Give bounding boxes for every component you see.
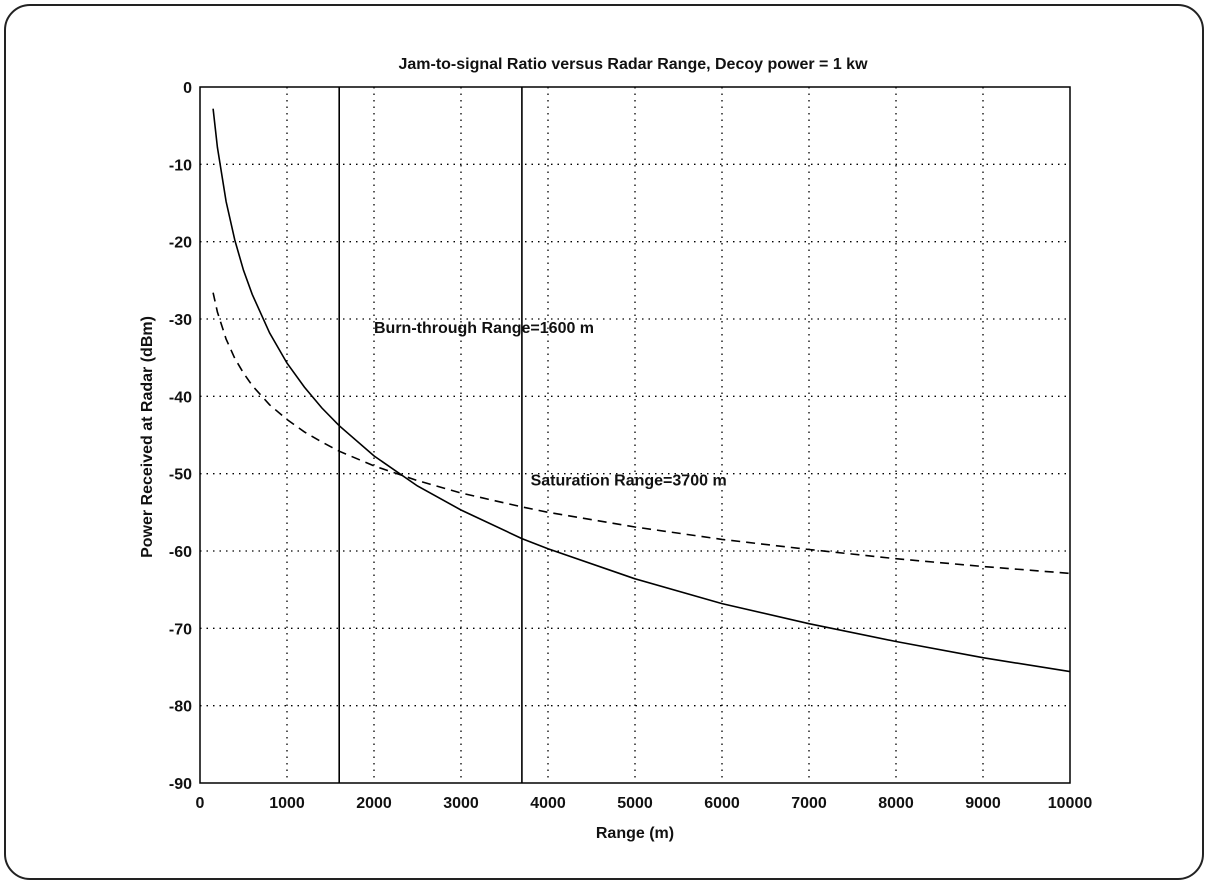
x-tick-label: 1000: [269, 795, 305, 812]
y-tick-label: -80: [169, 699, 192, 716]
figure-frame: [4, 4, 1204, 880]
y-tick-label: -70: [169, 621, 192, 638]
y-tick-label: -40: [169, 389, 192, 406]
x-tick-label: 6000: [704, 795, 740, 812]
x-tick-label: 10000: [1048, 795, 1093, 812]
y-tick-label: -60: [169, 544, 192, 561]
annotation-2: Saturation Range=3700 m: [531, 472, 727, 489]
y-tick-label: -30: [169, 312, 192, 329]
y-tick-label: -50: [169, 467, 192, 484]
x-tick-label: 2000: [356, 795, 392, 812]
annotations: Burn-through Range=1600 m Saturation Rang…: [374, 320, 727, 489]
x-tick-label: 3000: [443, 795, 479, 812]
y-tick-label: -10: [169, 157, 192, 174]
x-tick-labels: 0 1000 2000 3000 4000 5000 6000 7000 8000 9000 100…: [196, 795, 1093, 812]
x-tick-label: 9000: [965, 795, 1001, 812]
x-tick-label: 8000: [878, 795, 914, 812]
x-tick-label: 4000: [530, 795, 566, 812]
series-line-dashed: [212, 292, 1071, 575]
plot-area: [199, 86, 1071, 784]
y-tick-label: 0: [183, 80, 192, 97]
y-tick-labels: 0 -10 -20 -30 -40 -50 -60 -70 -80 -90: [169, 80, 192, 793]
x-tick-label: 5000: [617, 795, 653, 812]
grid: [200, 87, 1070, 783]
range-markers: [338, 87, 523, 783]
y-tick-label: -20: [169, 235, 192, 252]
plot-lines: [212, 108, 1071, 673]
chart-title: Jam-to-signal Ratio versus Radar Range, …: [398, 56, 868, 73]
x-tick-label: 0: [196, 795, 205, 812]
annotation-1: Burn-through Range=1600 m: [374, 320, 594, 337]
x-axis-label: Range (m): [596, 825, 674, 842]
x-tick-label: 7000: [791, 795, 827, 812]
y-axis-label: Power Received at Radar (dBm): [139, 316, 156, 558]
y-tick-label: -90: [169, 776, 192, 793]
series-line-solid: [212, 108, 1071, 673]
